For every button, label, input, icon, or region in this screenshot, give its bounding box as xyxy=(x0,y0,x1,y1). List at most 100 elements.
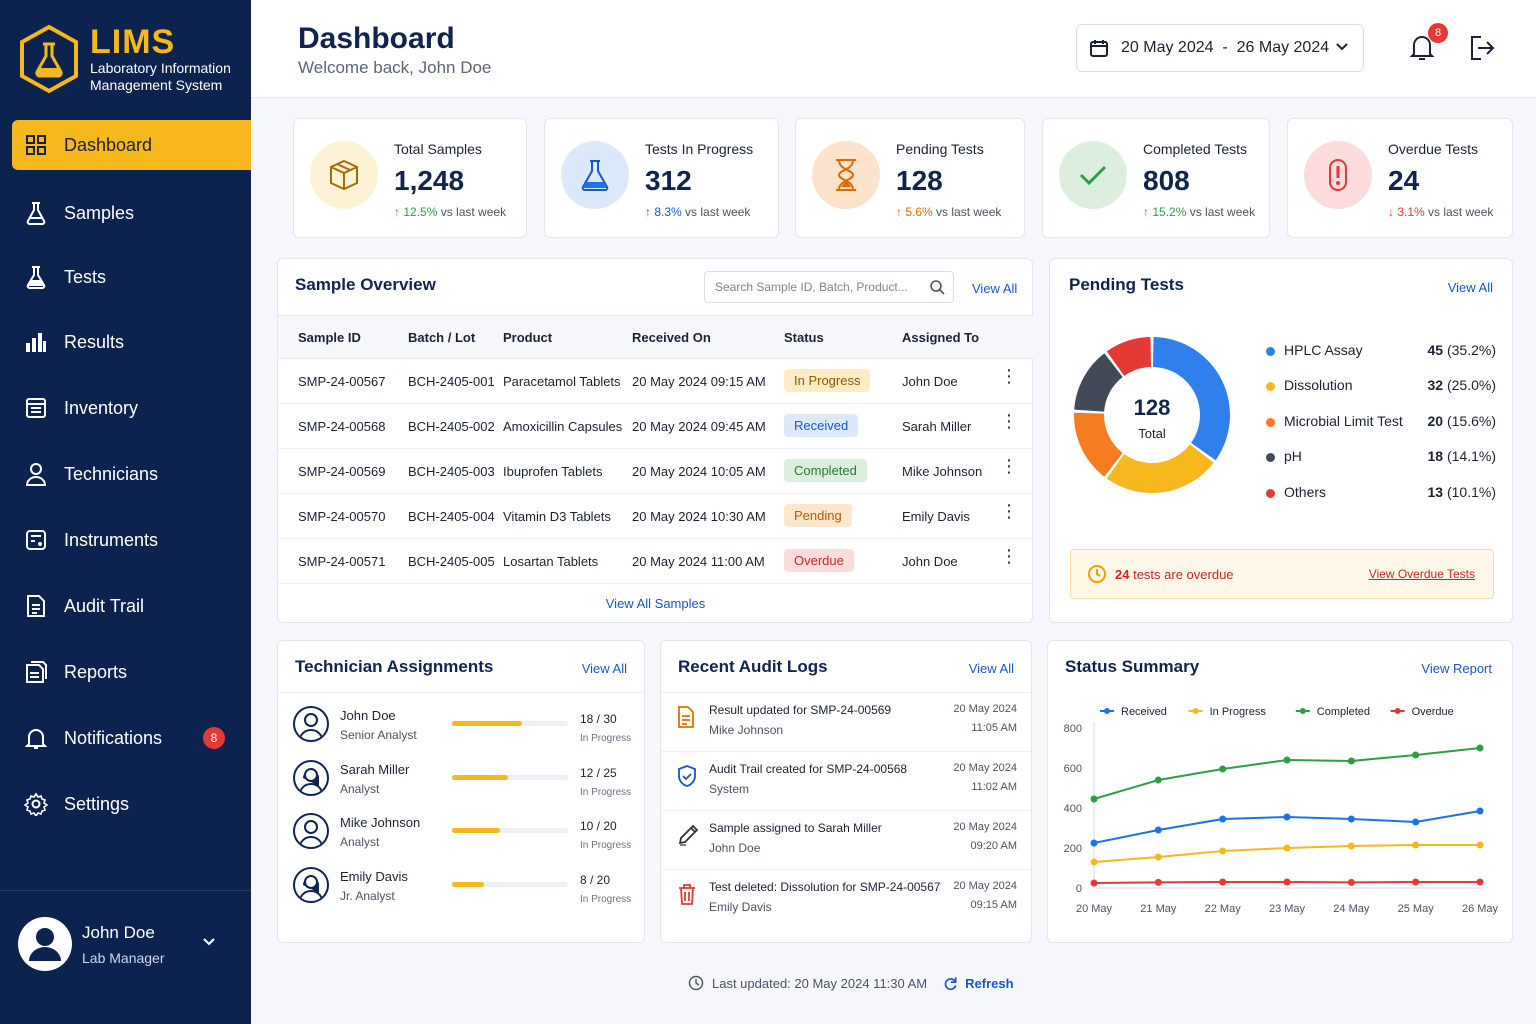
table-row[interactable]: SMP-24-00570 BCH-2405-004 Vitamin D3 Tab… xyxy=(278,494,1033,539)
audit-log-row[interactable]: Result updated for SMP-24-00569 Mike Joh… xyxy=(661,693,1031,752)
data-point[interactable] xyxy=(1090,795,1098,803)
data-point[interactable] xyxy=(1219,765,1227,773)
view-all-audit-link[interactable]: View All xyxy=(968,661,1014,676)
kpi-pending-tests[interactable]: Pending Tests 128 ↑ 5.6% vs last week xyxy=(795,118,1025,238)
legend-item[interactable]: Completed xyxy=(1295,706,1370,718)
date-range-picker[interactable]: 20 May 2024 - 26 May 2024 xyxy=(1076,24,1364,72)
data-point[interactable] xyxy=(1283,756,1291,764)
legend-item[interactable]: Received xyxy=(1100,706,1167,718)
user-panel[interactable]: John Doe Lab Manager xyxy=(0,890,251,1024)
data-point[interactable] xyxy=(1412,751,1420,759)
data-point[interactable] xyxy=(1412,841,1420,849)
more-options-icon[interactable]: ⋮ xyxy=(1000,546,1018,566)
audit-log-row[interactable]: Sample assigned to Sarah Miller John Doe… xyxy=(661,811,1031,870)
data-point[interactable] xyxy=(1090,839,1098,847)
data-point[interactable] xyxy=(1476,841,1484,849)
column-header[interactable]: Status xyxy=(784,330,824,345)
audit-log-row[interactable]: Test deleted: Dissolution for SMP-24-005… xyxy=(661,870,1031,929)
data-point[interactable] xyxy=(1347,842,1355,850)
table-row[interactable]: SMP-24-00569 BCH-2405-003 Ibuprofen Tabl… xyxy=(278,449,1033,494)
table-row[interactable]: SMP-24-00571 BCH-2405-005 Losartan Table… xyxy=(278,539,1033,584)
donut-slice[interactable] xyxy=(1152,337,1230,461)
kpi-total-samples[interactable]: Total Samples 1,248 ↑ 12.5% vs last week xyxy=(293,118,527,238)
assignment-count: 8 / 20 xyxy=(580,873,611,887)
kpi-overdue-tests[interactable]: Overdue Tests 24 ↓ 3.1% vs last week xyxy=(1287,118,1513,238)
legend-item: pH 18 (14.1%) xyxy=(1266,448,1496,468)
sidebar-item-technicians[interactable]: Technicians xyxy=(12,449,251,499)
kpi-completed-tests[interactable]: Completed Tests 808 ↑ 15.2% vs last week xyxy=(1042,118,1270,238)
sidebar-item-inventory[interactable]: Inventory xyxy=(12,383,251,433)
bell-icon[interactable] xyxy=(1409,32,1435,62)
data-point[interactable] xyxy=(1219,878,1227,886)
sidebar-item-tests[interactable]: Tests xyxy=(12,252,251,302)
refresh-button[interactable]: Refresh xyxy=(943,976,1014,991)
technician-row[interactable]: Emily Davis Jr. Analyst 8 / 20 In Progre… xyxy=(278,867,644,921)
data-point[interactable] xyxy=(1476,807,1484,815)
donut-slice[interactable] xyxy=(1106,444,1214,493)
avatar xyxy=(18,917,72,971)
sidebar-item-samples[interactable]: Samples xyxy=(12,188,251,238)
data-point[interactable] xyxy=(1347,878,1355,886)
logout-icon[interactable] xyxy=(1469,34,1495,62)
donut-slice[interactable] xyxy=(1106,337,1152,376)
donut-slice[interactable] xyxy=(1074,353,1123,412)
data-point[interactable] xyxy=(1154,826,1162,834)
data-point[interactable] xyxy=(1090,858,1098,866)
view-all-technicians-link[interactable]: View All xyxy=(581,661,627,676)
view-report-link[interactable]: View Report xyxy=(1421,661,1492,676)
sidebar-item-settings[interactable]: Settings xyxy=(12,779,251,829)
donut-slice[interactable] xyxy=(1074,412,1123,477)
data-point[interactable] xyxy=(1347,757,1355,765)
technician-row[interactable]: John Doe Senior Analyst 18 / 30 In Progr… xyxy=(278,706,644,760)
sidebar-item-audit-trail[interactable]: Audit Trail xyxy=(12,581,251,631)
data-point[interactable] xyxy=(1154,776,1162,784)
column-header[interactable]: Assigned To xyxy=(902,330,980,345)
data-point[interactable] xyxy=(1412,818,1420,826)
sidebar-item-results[interactable]: Results xyxy=(12,317,251,367)
chevron-down-icon[interactable] xyxy=(202,937,216,947)
card-title: Technician Assignments xyxy=(295,657,494,676)
table-row[interactable]: SMP-24-00568 BCH-2405-002 Amoxicillin Ca… xyxy=(278,404,1033,449)
technician-row[interactable]: Sarah Miller Analyst 12 / 25 In Progress xyxy=(278,760,644,814)
column-header[interactable]: Product xyxy=(503,330,553,345)
view-overdue-tests-link[interactable]: View Overdue Tests xyxy=(1368,567,1475,581)
data-point[interactable] xyxy=(1476,878,1484,886)
data-point[interactable] xyxy=(1476,744,1484,752)
more-options-icon[interactable]: ⋮ xyxy=(1000,456,1018,476)
column-header[interactable]: Received On xyxy=(632,330,711,345)
data-point[interactable] xyxy=(1090,879,1098,887)
audit-log-row[interactable]: Audit Trail created for SMP-24-00568 Sys… xyxy=(661,752,1031,811)
sidebar-item-dashboard[interactable]: Dashboard xyxy=(12,120,251,170)
data-point[interactable] xyxy=(1283,844,1291,852)
sidebar-item-reports[interactable]: Reports xyxy=(12,647,251,697)
column-header[interactable]: Batch / Lot xyxy=(408,330,476,345)
view-all-pending-link[interactable]: View All xyxy=(1447,280,1493,295)
kpi-tests-in-progress[interactable]: Tests In Progress 312 ↑ 8.3% vs last wee… xyxy=(544,118,779,238)
kpi-delta: ↑ 8.3% vs last week xyxy=(645,205,751,219)
view-all-samples-link[interactable]: View All xyxy=(972,281,1018,296)
search-input[interactable]: Search Sample ID, Batch, Product... xyxy=(704,271,954,303)
column-header[interactable]: Sample ID xyxy=(298,330,361,345)
data-point[interactable] xyxy=(1154,878,1162,886)
data-point[interactable] xyxy=(1219,847,1227,855)
data-point[interactable] xyxy=(1412,878,1420,886)
more-options-icon[interactable]: ⋮ xyxy=(1000,366,1018,386)
more-options-icon[interactable]: ⋮ xyxy=(1000,411,1018,431)
view-all-samples-button[interactable]: View All Samples xyxy=(605,596,706,611)
legend-item[interactable]: Overdue xyxy=(1390,706,1454,718)
data-point[interactable] xyxy=(1347,815,1355,823)
legend-item[interactable]: In Progress xyxy=(1188,706,1267,718)
sidebar-item-notifications[interactable]: Notifications 8 xyxy=(12,713,251,763)
last-updated: Last updated: 20 May 2024 11:30 AM xyxy=(712,975,928,991)
technician-name: Emily Davis xyxy=(340,869,408,884)
sidebar-item-instruments[interactable]: Instruments xyxy=(12,515,251,565)
table-row[interactable]: SMP-24-00567 BCH-2405-001 Paracetamol Ta… xyxy=(278,359,1033,404)
technician-row[interactable]: Mike Johnson Analyst 10 / 20 In Progress xyxy=(278,813,644,867)
data-point[interactable] xyxy=(1219,815,1227,823)
more-options-icon[interactable]: ⋮ xyxy=(1000,501,1018,521)
data-point[interactable] xyxy=(1154,853,1162,861)
document-icon xyxy=(24,594,48,618)
data-point[interactable] xyxy=(1283,878,1291,886)
sidebar-item-label: Dashboard xyxy=(64,134,153,155)
data-point[interactable] xyxy=(1283,813,1291,821)
